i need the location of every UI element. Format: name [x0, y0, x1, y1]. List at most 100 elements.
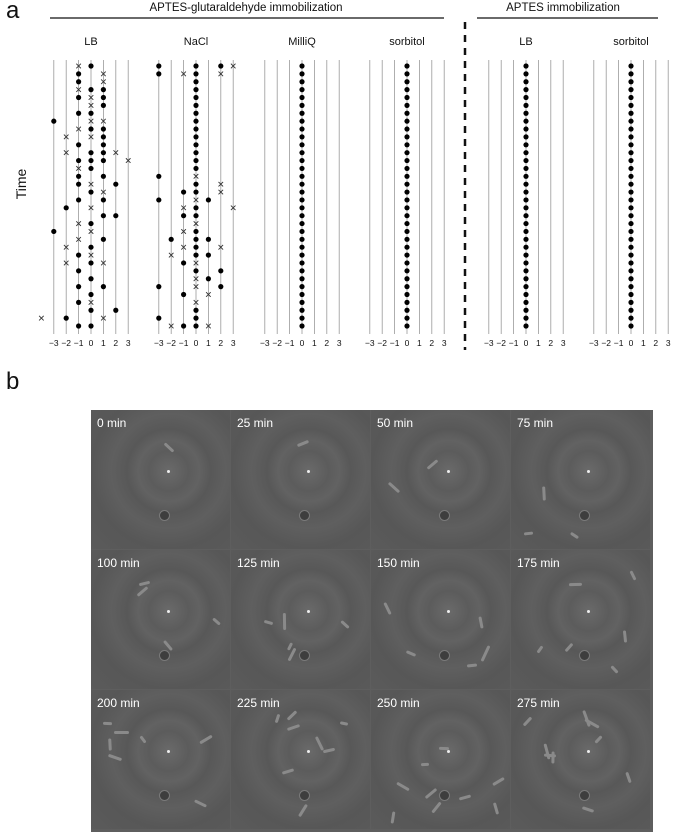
data-point-dot [404, 307, 410, 313]
x-tick-label: 0 [89, 338, 94, 348]
bacterium-streak [426, 459, 439, 470]
data-point-dot [100, 134, 106, 140]
data-point-dot [628, 134, 634, 140]
time-lapse-frame: 0 min [91, 410, 230, 549]
x-tick-label: 1 [206, 338, 211, 348]
x-tick-label: 0 [194, 338, 199, 348]
data-point-dot [299, 110, 305, 116]
data-point-cross [193, 299, 199, 305]
data-point-dot [76, 110, 82, 116]
data-point-dot [628, 118, 634, 124]
bacterium-streak [102, 721, 113, 726]
data-point-dot [523, 260, 529, 266]
data-point-dot [193, 71, 199, 77]
data-point-dot [523, 94, 529, 101]
focus-spot [447, 470, 450, 473]
data-point-dot [523, 157, 529, 164]
data-point-dot [88, 276, 94, 282]
data-point-dot [100, 173, 106, 179]
bacterium-streak [542, 486, 546, 501]
frame-time-label: 125 min [237, 556, 280, 570]
time-lapse-frame: 50 min [371, 410, 510, 549]
data-point-dot [88, 220, 94, 227]
data-point-dot [628, 71, 634, 77]
data-point-dot [628, 126, 634, 132]
bacterium-streak [387, 481, 401, 494]
bacterium-streak [536, 645, 544, 654]
data-point-dot [523, 165, 529, 172]
data-point-dot [100, 94, 106, 101]
bacterium-streak [281, 768, 295, 775]
data-point-cross [100, 118, 107, 124]
data-point-dot [523, 252, 529, 258]
data-point-dot [299, 323, 305, 329]
data-point-cross [193, 197, 199, 203]
data-point-dot [628, 173, 634, 179]
data-point-dot [523, 315, 529, 321]
cell-blob [579, 510, 590, 521]
data-point-cross [75, 220, 82, 227]
data-point-dot [100, 284, 106, 290]
data-point-dot [404, 197, 410, 203]
data-point-dot [404, 71, 410, 77]
data-point-dot [181, 260, 187, 266]
data-point-dot [156, 315, 162, 321]
data-point-dot [299, 118, 305, 124]
data-point-cross [218, 181, 224, 187]
x-tick-label: 3 [442, 338, 447, 348]
data-point-dot [523, 87, 529, 93]
x-tick-label: −3 [154, 338, 164, 348]
data-point-dot [193, 307, 199, 313]
data-point-dot [113, 181, 119, 187]
data-point-dot [628, 87, 634, 93]
data-point-dot [523, 236, 529, 242]
subplot-title: LB [519, 36, 532, 48]
data-point-dot [76, 252, 82, 258]
data-point-dot [299, 284, 305, 290]
data-point-dot [404, 142, 410, 148]
bacterium-streak [212, 617, 221, 626]
data-point-dot [299, 94, 305, 101]
time-lapse-frame: 125 min [231, 550, 370, 689]
x-tick-label: 2 [653, 338, 658, 348]
data-point-cross [218, 189, 224, 195]
panel-a-letter: a [6, 0, 20, 24]
x-tick-label: −2 [166, 338, 176, 348]
data-point-cross [88, 134, 94, 140]
focus-spot [587, 470, 590, 473]
data-point-dot [299, 228, 305, 235]
data-point-dot [404, 260, 410, 266]
data-point-dot [523, 299, 529, 305]
frame-time-label: 0 min [97, 416, 127, 430]
data-point-dot [404, 244, 410, 250]
data-point-dot [299, 268, 305, 274]
data-point-dot [299, 126, 305, 132]
x-tick-label: 0 [300, 338, 305, 348]
data-point-dot [193, 63, 199, 69]
data-point-dot [299, 102, 305, 108]
data-point-cross [88, 252, 94, 258]
data-point-dot [523, 205, 529, 211]
focus-spot [307, 750, 310, 753]
data-point-cross [100, 79, 107, 85]
data-point-dot [628, 79, 634, 85]
bacterium-streak [568, 582, 583, 587]
frame-time-label: 75 min [517, 416, 554, 430]
data-point-dot [88, 291, 94, 298]
x-tick-label: 0 [524, 338, 529, 348]
time-lapse-frame: 200 min [91, 690, 230, 829]
data-point-dot [181, 213, 187, 219]
data-point-cross [180, 71, 187, 77]
x-tick-label: 2 [429, 338, 434, 348]
bacterium-streak [340, 620, 350, 629]
data-point-dot [628, 284, 634, 290]
data-point-dot [156, 173, 162, 179]
x-tick-label: 2 [113, 338, 118, 348]
x-tick-label: −2 [272, 338, 282, 348]
time-lapse-frame: 100 min [91, 550, 230, 689]
bacterium-streak [543, 743, 551, 760]
bacterium-streak [194, 799, 207, 808]
data-point-dot [404, 205, 410, 211]
cell-blob [439, 650, 450, 661]
data-point-cross [100, 260, 107, 266]
